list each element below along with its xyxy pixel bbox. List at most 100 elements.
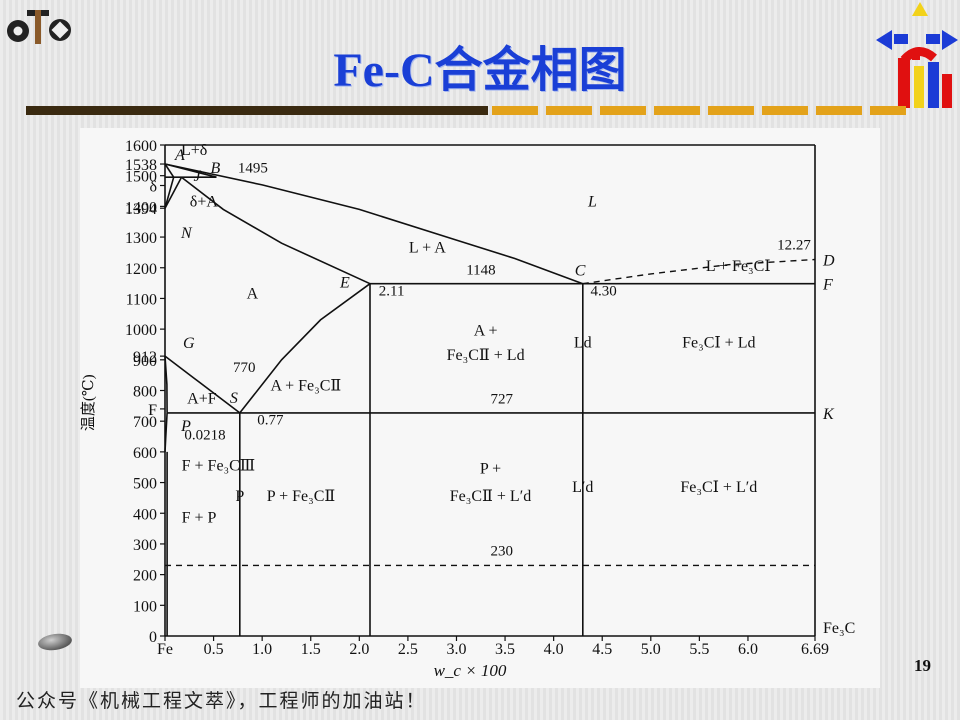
phase-label: Fe₃CⅡ + Ld: [447, 347, 525, 364]
x-tick-label: 3.0: [446, 641, 466, 658]
right-edge-label: D: [822, 252, 835, 269]
y-tick-label: 600: [133, 445, 157, 462]
rule-dash: [762, 106, 808, 115]
slide-title: Fe-C合金相图: [333, 44, 627, 97]
x-tick-label: 6.69: [801, 641, 829, 658]
point-label-J: J: [194, 168, 202, 185]
annotation-label: 4.30: [591, 283, 617, 299]
diagram-labels: A BJ N E C G S P 1495 1148 2.11 4.30 12.27 770 727 0.77…: [174, 142, 811, 560]
point-label-S: S: [230, 390, 238, 407]
annotation-label: 0.0218: [184, 428, 225, 444]
boundary-ES-Acm: [239, 283, 371, 414]
y-extra-tick-label: δ: [149, 179, 157, 196]
gear-logo-icon: [7, 10, 71, 44]
page-number: 19: [914, 656, 931, 675]
x-tick-label: 6.0: [738, 641, 758, 658]
annotation-label: 770: [233, 360, 256, 376]
y-tick-label: 800: [133, 384, 157, 401]
x-tick-label: 4.0: [544, 641, 564, 658]
point-label-P: P: [180, 418, 191, 435]
y-tick-label: 500: [133, 476, 157, 493]
footer-text: 公众号《机械工程文萃》，工程师的加油站！: [16, 690, 427, 712]
y-tick-label: 400: [133, 506, 157, 523]
x-tick-label: 0.5: [204, 641, 224, 658]
phase-label: F + P: [182, 509, 217, 526]
rule-dash: [600, 106, 646, 115]
phase-label: A +: [474, 322, 498, 339]
x-tick-label: 5.0: [641, 641, 661, 658]
phase-label: L: [587, 193, 597, 210]
annotation-label: 0.77: [257, 412, 284, 428]
phase-label: Fe₃CⅡ + L′d: [450, 488, 531, 505]
y-tick-label: 900: [133, 353, 157, 370]
title-rule: [26, 106, 906, 115]
rule-dash: [708, 106, 754, 115]
rule-dash: [870, 106, 906, 115]
x-tick-label: Fe: [157, 641, 173, 658]
right-edge-label: K: [822, 406, 835, 423]
x-tick-label: 1.0: [252, 641, 272, 658]
y-extra-tick-label: 912: [133, 349, 157, 366]
y-tick-label: 1400: [125, 199, 157, 216]
phase-label: P: [235, 488, 244, 505]
annotation-label: 2.11: [379, 283, 405, 299]
boundary-PQ: [164, 412, 168, 452]
y-tick-label: 1600: [125, 138, 157, 155]
x-axis-label: w_c × 100: [434, 661, 507, 680]
x-tick-label: 5.5: [689, 641, 709, 658]
y-tick-label: 1300: [125, 230, 157, 247]
x-tick-label: 4.5: [592, 641, 612, 658]
phase-label: A + Fe₃CⅡ: [270, 378, 341, 395]
phase-label: δ+A: [190, 193, 219, 210]
annotation-label: 230: [490, 544, 513, 560]
phase-label: L + A: [409, 239, 446, 256]
y-tick-label: 300: [133, 537, 157, 554]
phase-label: Fe₃CⅠ + L′d: [680, 479, 757, 496]
point-label-C: C: [575, 263, 586, 280]
x-tick-label: 3.5: [495, 641, 515, 658]
x-tick-label: 2.5: [398, 641, 418, 658]
annotation-label: 12.27: [777, 237, 811, 253]
boundary-NH: [164, 176, 175, 209]
boundary-AB-liquidus-delta: [164, 163, 217, 178]
phase-label: F + Fe₃CⅢ: [182, 457, 256, 474]
chart-panel: [80, 128, 880, 688]
phase-label: L+δ: [181, 142, 207, 159]
y-extra-tick-label: 1394: [125, 201, 157, 218]
boundary-NJ: [164, 176, 183, 209]
point-label-B: B: [210, 160, 220, 177]
y-tick-label: 700: [133, 414, 157, 431]
y-extra-tick-label: F: [148, 402, 157, 419]
y-tick-label: 1200: [125, 261, 157, 278]
point-label-N: N: [180, 225, 193, 242]
y-tick-label: 200: [133, 568, 157, 585]
annotation-label: 1495: [238, 161, 268, 177]
point-label-G: G: [183, 335, 195, 352]
rule-dash: [492, 106, 538, 115]
phase-label: A: [247, 285, 259, 302]
y-tick-label: 100: [133, 598, 157, 615]
phase-label: L′d: [572, 479, 593, 496]
x-tick-label: 2.0: [349, 641, 369, 658]
corner-emblem-icon: [876, 2, 958, 108]
rule-dash: [546, 106, 592, 115]
boundary-solidus-AE: [181, 176, 371, 285]
right-edge-label: F: [822, 277, 833, 294]
rule-dash: [654, 106, 700, 115]
phase-label: Fe₃CⅠ + Ld: [682, 335, 755, 352]
y-tick-label: 1100: [126, 291, 157, 308]
rule-dash: [816, 106, 862, 115]
dashed-CD-liquidus-Fe3C: [582, 258, 816, 285]
phase-label: A+F: [187, 391, 217, 408]
annotation-label: 727: [490, 392, 513, 408]
point-label-E: E: [339, 275, 350, 292]
axes: 0 100 200 300 400 500 600 700 800 900 1000 1100 1200…: [80, 138, 855, 680]
boundary-GP: [164, 356, 168, 413]
y-tick-label: 1500: [125, 169, 157, 186]
annotation-label: 1148: [466, 263, 495, 279]
slide-title-wrap: Fe-C合金相图: [0, 30, 960, 100]
phase-label: Ld: [574, 335, 592, 352]
phase-label: P + Fe₃CⅡ: [267, 488, 335, 505]
boundary-liquidus-AC: [164, 163, 584, 285]
